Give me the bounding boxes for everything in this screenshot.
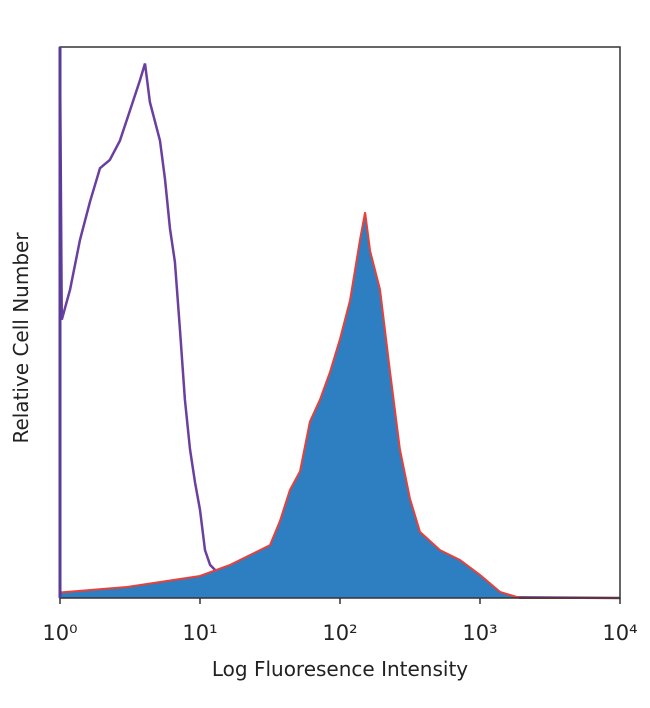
x-tick-label: 10⁰: [42, 621, 77, 645]
x-tick-label: 10⁴: [602, 621, 637, 645]
x-tick-label: 10²: [322, 621, 357, 645]
x-tick-label: 10¹: [182, 621, 217, 645]
x-axis-label: Log Fluoresence Intensity: [212, 657, 468, 681]
x-tick-label: 10³: [462, 621, 497, 645]
histogram-edge: [59, 212, 620, 599]
histogram-area: [60, 212, 620, 599]
y-axis-label: Relative Cell Number: [9, 232, 33, 444]
